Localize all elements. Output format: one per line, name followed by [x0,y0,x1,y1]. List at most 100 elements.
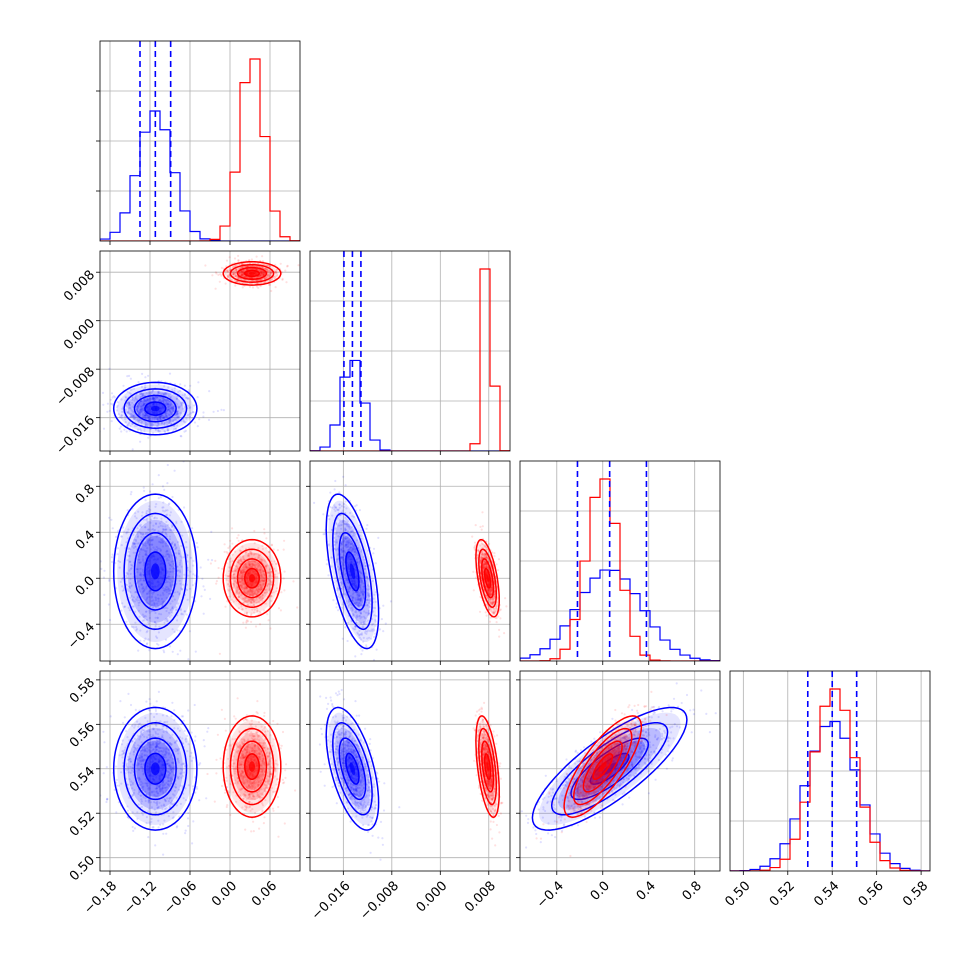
sample-point-red [217,576,220,579]
sample-point-blue [121,585,124,588]
sample-point-red [260,272,263,275]
sample-point-blue [173,387,176,390]
sample-point-blue [344,626,347,629]
sample-point-red [223,543,226,546]
sample-point-blue [154,397,157,400]
sample-point-blue [188,413,191,416]
sample-point-blue [154,599,157,602]
sample-point-blue [126,390,129,393]
sample-point-blue [158,612,161,616]
sample-point-blue [162,397,165,400]
sample-point-blue [133,425,136,428]
sample-point-blue [166,509,169,512]
sample-point-blue [155,606,158,609]
sample-point-blue [112,395,115,398]
sample-point-red [239,272,242,275]
sample-point-blue [175,546,178,549]
sample-point-red [224,282,227,285]
sample-point-blue [113,396,116,399]
sample-point-red [259,270,262,273]
sample-point-red [261,269,264,272]
sample-point-blue [130,388,134,391]
sample-point-blue [116,404,119,407]
sample-point-red [265,268,268,271]
sample-point-blue [166,409,169,412]
sample-point-blue [136,405,140,408]
sample-point-red [269,274,272,277]
sample-point-red [275,268,278,271]
sample-point-blue [168,535,171,538]
sample-point-blue [127,606,130,610]
sample-point-blue [138,419,141,422]
sample-point-blue [143,414,146,417]
sample-point-blue [145,392,148,395]
sample-point-blue [170,542,174,545]
sample-point-blue [182,407,185,410]
sample-point-blue [162,401,165,404]
sample-point-red [267,274,270,277]
histogram-blue [310,359,510,451]
sample-point-blue [180,587,183,590]
sample-point-blue [111,560,114,564]
sample-point-blue [364,665,366,667]
sample-point-red [260,272,264,275]
sample-point-blue [143,427,146,430]
sample-point-blue [141,372,144,375]
sample-point-blue [157,600,160,603]
sample-point-blue [142,402,145,405]
sample-point-blue [174,414,177,417]
sample-point-blue [146,398,149,401]
sample-point-blue [160,559,163,563]
sample-point-blue [151,423,155,426]
sample-point-red [284,269,287,272]
sample-point-red [292,580,295,583]
sample-point-red [232,265,235,269]
sample-point-blue [180,544,183,548]
sample-point-blue [146,571,149,574]
sample-point-blue [126,405,129,408]
sample-point-red [269,271,272,274]
sample-point-blue [134,542,137,545]
sample-point-blue [196,546,199,549]
histogram-blue [730,720,930,871]
sample-point-blue [147,415,150,418]
sample-point-blue [135,628,139,631]
sample-point-blue [338,457,340,459]
sample-point-blue [141,555,145,558]
sample-point-blue [341,637,344,640]
sample-point-red [239,274,243,277]
sample-point-blue [120,398,123,401]
sample-point-blue [166,557,169,560]
sample-point-blue [142,398,145,401]
sample-point-blue [168,554,171,557]
sample-point-red [259,274,263,277]
sample-point-red [232,272,235,275]
sample-point-blue [164,638,168,641]
sample-point-blue [144,424,148,427]
sample-point-blue [140,402,143,405]
sample-point-blue [135,408,138,411]
sample-point-red [255,268,258,271]
sample-point-blue [139,395,142,399]
sample-point-blue [161,416,164,419]
sample-point-blue [131,405,134,408]
sample-point-blue [121,407,124,410]
sample-point-blue [166,463,169,467]
sample-point-blue [127,589,130,593]
sample-point-blue [161,506,164,509]
sample-point-blue [128,374,131,377]
sample-point-blue [168,567,171,570]
sample-point-blue [151,402,155,406]
sample-point-blue [185,396,188,399]
sample-point-blue [177,541,180,544]
sample-point-blue [171,419,175,422]
sample-point-blue [127,537,130,540]
sample-point-red [265,264,268,267]
sample-point-blue [125,532,128,535]
sample-point-blue [154,415,157,418]
sample-point-blue [150,582,153,585]
sample-point-red [234,568,237,571]
sample-point-red [239,570,242,573]
sample-point-blue [144,402,147,405]
